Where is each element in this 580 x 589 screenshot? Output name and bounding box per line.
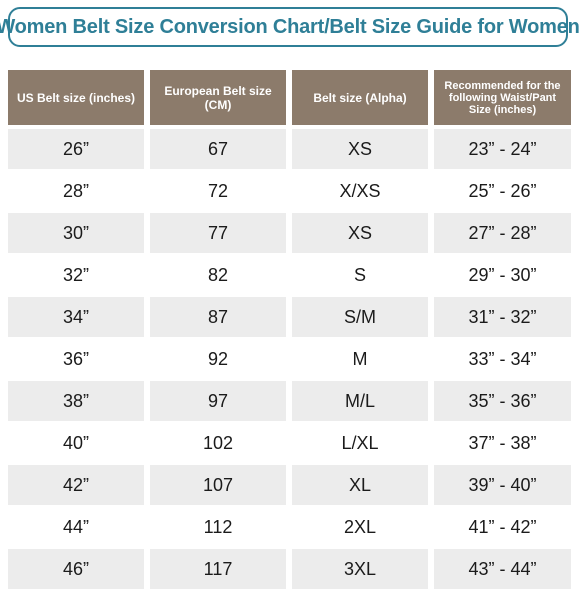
eu-size-cell: 112 (150, 507, 286, 547)
waist-size-cell: 39” - 40” (434, 465, 571, 505)
header-alpha-belt-size: Belt size (Alpha) (292, 70, 428, 127)
waist-size-cell: 37” - 38” (434, 423, 571, 463)
eu-size-cell: 77 (150, 213, 286, 253)
us-size-cell: 44” (8, 507, 144, 547)
alpha-size-cell: XS (292, 213, 428, 253)
waist-size-cell: 23” - 24” (434, 129, 571, 169)
eu-size-cell: 82 (150, 255, 286, 295)
alpha-size-cell: X/XS (292, 171, 428, 211)
alpha-size-cell: M/L (292, 381, 428, 421)
header-us-belt-size: US Belt size (inches) (8, 70, 144, 127)
us-size-cell: 26” (8, 129, 144, 169)
alpha-size-cell: S/M (292, 297, 428, 337)
waist-size-cell: 25” - 26” (434, 171, 571, 211)
eu-size-cell: 92 (150, 339, 286, 379)
waist-size-cell: 27” - 28” (434, 213, 571, 253)
alpha-size-cell: 3XL (292, 549, 428, 589)
eu-size-cell: 67 (150, 129, 286, 169)
us-size-cell: 40” (8, 423, 144, 463)
eu-size-cell: 97 (150, 381, 286, 421)
waist-size-cell: 33” - 34” (434, 339, 571, 379)
alpha-size-cell: L/XL (292, 423, 428, 463)
waist-size-cell: 31” - 32” (434, 297, 571, 337)
us-size-cell: 42” (8, 465, 144, 505)
waist-size-cell: 35” - 36” (434, 381, 571, 421)
us-size-cell: 38” (8, 381, 144, 421)
eu-size-cell: 72 (150, 171, 286, 211)
us-size-cell: 36” (8, 339, 144, 379)
eu-size-cell: 87 (150, 297, 286, 337)
us-size-cell: 32” (8, 255, 144, 295)
alpha-size-cell: S (292, 255, 428, 295)
page-title: Women Belt Size Conversion Chart/Belt Si… (0, 15, 580, 38)
header-european-belt-size: European Belt size (CM) (150, 70, 286, 127)
alpha-size-cell: M (292, 339, 428, 379)
eu-size-cell: 102 (150, 423, 286, 463)
alpha-size-cell: 2XL (292, 507, 428, 547)
eu-size-cell: 107 (150, 465, 286, 505)
us-size-cell: 30” (8, 213, 144, 253)
alpha-size-cell: XL (292, 465, 428, 505)
us-size-cell: 28” (8, 171, 144, 211)
alpha-size-cell: XS (292, 129, 428, 169)
us-size-cell: 46” (8, 549, 144, 589)
waist-size-cell: 43” - 44” (434, 549, 571, 589)
header-recommended-waist-size: Recommended for the following Waist/Pant… (434, 70, 571, 127)
us-size-cell: 34” (8, 297, 144, 337)
title-banner: Women Belt Size Conversion Chart/Belt Si… (0, 7, 580, 47)
waist-size-cell: 29” - 30” (434, 255, 571, 295)
eu-size-cell: 117 (150, 549, 286, 589)
size-table: US Belt size (inches) European Belt size… (8, 70, 571, 589)
waist-size-cell: 41” - 42” (434, 507, 571, 547)
